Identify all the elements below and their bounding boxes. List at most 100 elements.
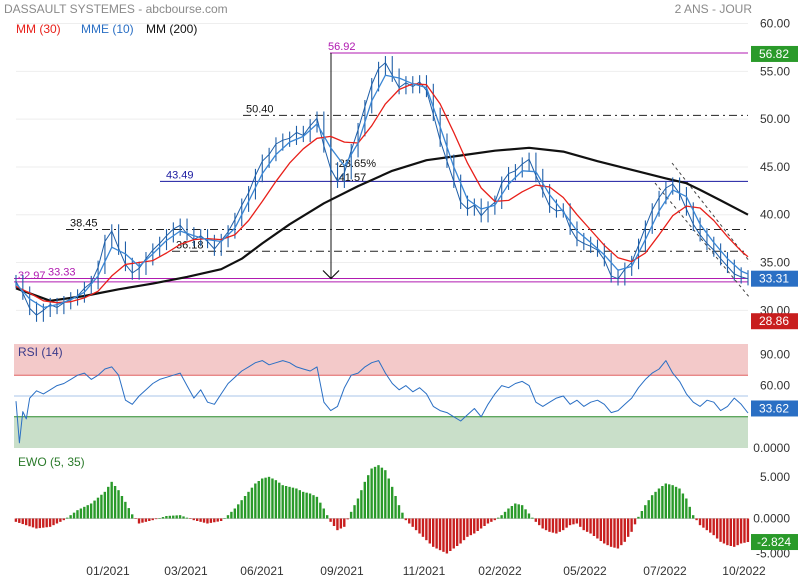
- ewo-bar: [633, 518, 637, 525]
- ewo-bar: [243, 496, 247, 519]
- ewo-bar: [746, 518, 750, 543]
- ewo-bar: [647, 500, 650, 519]
- ewo-bar: [678, 488, 681, 519]
- price-tag-box: [751, 45, 798, 62]
- ewo-bar: [691, 515, 695, 519]
- x-tick-label: 07/2022: [643, 564, 687, 578]
- ewo-bar: [712, 518, 715, 536]
- measure-arrow-head: [322, 270, 340, 280]
- x-tick-label: 02/2022: [478, 564, 522, 578]
- ewo-bar: [623, 518, 626, 542]
- ewo-bar: [260, 478, 264, 519]
- ewo-bar: [558, 518, 561, 532]
- ewo-bar: [127, 508, 130, 519]
- ewo-bar: [230, 511, 233, 519]
- ewo-bar: [247, 491, 250, 519]
- ewo-bar: [739, 518, 743, 544]
- ewo-bar: [613, 518, 616, 548]
- ewo-bar: [250, 487, 254, 519]
- ewo-bar: [681, 493, 685, 519]
- price-tick-label: 45.00: [760, 160, 790, 174]
- ewo-bar: [216, 518, 219, 522]
- ewo-bar: [336, 518, 339, 531]
- ewo-bar: [626, 518, 630, 537]
- ewo-bar: [469, 518, 473, 536]
- ewo-bar: [438, 518, 442, 551]
- ewo-bar: [14, 518, 18, 522]
- ewo-bar: [59, 518, 62, 522]
- ewo-bar: [89, 503, 93, 519]
- ewo-bar: [329, 518, 332, 522]
- ewo-bar: [466, 518, 469, 537]
- rsi-tick-label: 0.0000: [753, 441, 790, 455]
- ewo-bar: [435, 518, 438, 549]
- ewo-bar: [585, 518, 589, 532]
- ewo-bar: [93, 500, 96, 519]
- ewo-bar: [719, 518, 722, 542]
- ewo-bar: [28, 518, 31, 527]
- ewo-bar: [722, 518, 726, 544]
- rsi-tick-label: 60.00: [760, 379, 790, 393]
- legend-mme10: MME (10): [81, 22, 134, 36]
- x-tick-label: 03/2021: [164, 564, 208, 578]
- ewo-bar: [113, 486, 117, 519]
- ewo-bar: [254, 483, 257, 519]
- ewo-bar: [161, 517, 165, 519]
- ewo-bar: [698, 518, 702, 526]
- ewo-bar: [339, 518, 343, 529]
- ewo-bar: [137, 518, 141, 524]
- ewo-bar: [175, 515, 178, 519]
- ewo-bar: [182, 516, 185, 519]
- ewo-bar: [226, 515, 230, 519]
- ewo-bar: [664, 483, 668, 519]
- ewo-bar: [48, 518, 52, 527]
- ewo-bar: [360, 490, 363, 519]
- ewo-bar: [555, 518, 558, 534]
- ewo-bar: [206, 518, 209, 524]
- ewo-bar: [124, 501, 127, 519]
- ewo-bar: [168, 515, 172, 519]
- price-tick-label: 55.00: [760, 64, 790, 78]
- ewo-bar: [158, 518, 161, 519]
- ewo-bar: [411, 518, 414, 527]
- ewo-bar: [35, 518, 38, 529]
- ewo-bar: [496, 517, 500, 519]
- ewo-bar: [141, 518, 144, 523]
- ewo-bar: [736, 518, 739, 546]
- ewo-bar: [189, 518, 192, 519]
- level-label-38.45: 38.45: [70, 218, 98, 230]
- ewo-bar: [490, 518, 493, 522]
- ewo-bar: [103, 491, 107, 519]
- ewo-bar: [213, 518, 216, 523]
- ewo-bar: [322, 508, 325, 519]
- ewo-bar: [729, 518, 732, 546]
- ewo-bar: [387, 478, 390, 519]
- ewo-current-box: [751, 534, 798, 551]
- price-tag-label: 33.31: [759, 272, 789, 286]
- rsi-current-label: 33.62: [759, 401, 789, 415]
- ewo-bar: [630, 518, 633, 532]
- ewo-bar: [510, 506, 514, 519]
- ewo-bar: [202, 518, 206, 523]
- ewo-bar: [315, 496, 319, 519]
- ewo-bar: [671, 485, 674, 519]
- ewo-bar: [418, 518, 421, 534]
- mm200-line: [15, 146, 749, 302]
- ewo-bar: [195, 518, 199, 521]
- ewo-bar: [551, 518, 555, 533]
- ewo-bar: [199, 518, 202, 522]
- ewo-bar: [264, 477, 267, 519]
- ewo-bar: [531, 517, 534, 519]
- period-label: 2 ANS - JOUR: [675, 2, 753, 16]
- rsi-title: RSI (14): [18, 345, 63, 359]
- ewo-bar: [644, 505, 647, 519]
- ewo-bar: [100, 494, 103, 519]
- ewo-bar: [267, 476, 271, 519]
- ewo-bar: [445, 518, 449, 554]
- ewo-bar: [452, 518, 455, 549]
- ewo-bar: [332, 518, 336, 526]
- ewo-bar: [414, 518, 418, 531]
- ewo-bar: [130, 514, 134, 519]
- ewo-bar: [370, 468, 373, 519]
- ewo-bar: [343, 518, 346, 527]
